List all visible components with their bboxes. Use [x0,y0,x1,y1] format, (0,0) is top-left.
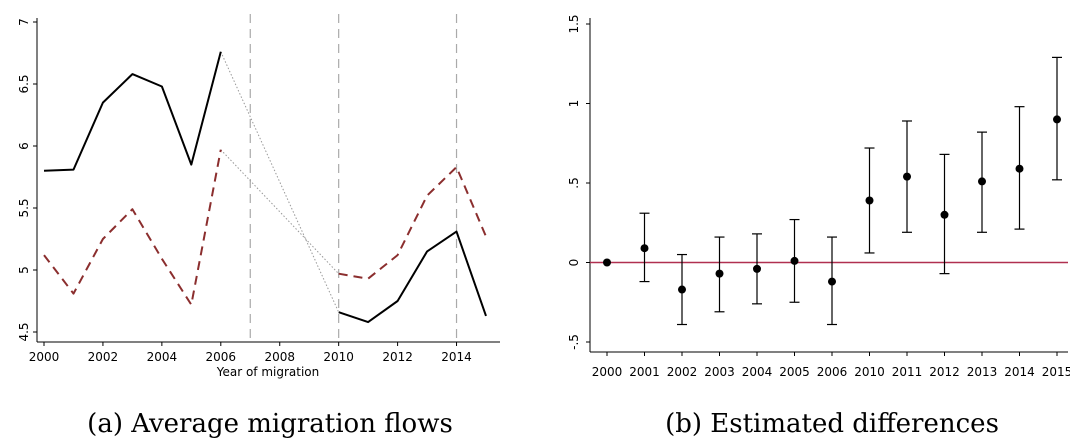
panel-a-reference-lines [249,14,458,342]
point-estimate [1015,164,1024,173]
gap-connector-line [220,149,340,275]
panel-b-x-ticks: 2000 2001 2002 2003 2004 2005 2006 2010 2011 2012… [592,352,1070,379]
x-tick-label: 2012 [382,350,413,364]
point-estimate [865,196,874,205]
dashed-series-line [338,166,487,280]
x-tick-label: 2008 [264,350,295,364]
x-tick-label: 2003 [704,365,735,379]
x-tick-label: 2015 [1042,365,1070,379]
point-estimate [753,264,761,273]
panel-a-x-axis-label: Year of migration [216,365,320,379]
y-tick-label: 7 [17,18,31,26]
dashed-series-line [43,149,222,306]
x-tick-label: 2004 [742,365,773,379]
x-tick-label: 2014 [1004,365,1035,379]
panel-a-caption: (a) Average migration flows [87,409,453,439]
y-tick-label: .5 [567,177,581,188]
point-estimate [1053,115,1061,124]
panel-a-x-ticks: 2000 2002 2004 2006 2008 2010 2012 2014 [29,342,472,364]
x-tick-label: 2014 [441,350,472,364]
x-tick-label: 2012 [929,365,960,379]
x-tick-label: 2000 [592,365,623,379]
x-tick-label: 2010 [854,365,885,379]
y-tick-label: 5 [17,266,31,274]
point-estimate [903,172,911,181]
point-estimate [640,244,649,253]
point-estimate [828,277,836,286]
x-tick-label: 2004 [147,350,178,364]
y-tick-label: 0 [567,259,581,267]
panel-b-points [603,56,1062,326]
x-tick-label: 2001 [629,365,660,379]
x-tick-label: 2002 [667,365,698,379]
point-estimate [678,285,686,294]
panel-a-series [43,51,487,324]
x-tick-label: 2011 [892,365,923,379]
y-tick-label: 6 [17,142,31,150]
gap-connector-line [220,51,340,313]
y-tick-label: -.5 [567,334,581,350]
x-tick-label: 2010 [323,350,354,364]
panel-b-y-ticks: -.5 0 .5 1 1.5 [567,14,590,350]
point-estimate [715,269,724,278]
panel-a-y-ticks: 4.5 5 5.5 6 6.5 7 [17,18,37,342]
x-tick-label: 2013 [967,365,998,379]
x-tick-label: 2002 [88,350,119,364]
solid-series-line [43,51,222,172]
y-tick-label: 1.5 [567,14,581,33]
y-tick-label: 6.5 [17,74,31,93]
point-estimate [978,177,986,186]
x-tick-label: 2006 [817,365,848,379]
y-tick-label: 5.5 [17,198,31,217]
solid-series-line [338,230,487,324]
y-tick-label: 4.5 [17,322,31,341]
x-tick-label: 2006 [206,350,237,364]
point-estimate [940,210,949,219]
point-estimate [790,256,799,265]
panel-b-caption: (b) Estimated differences [665,409,999,439]
x-tick-label: 2000 [29,350,60,364]
panel-a-line-chart: 4.5 5 5.5 6 6.5 7 2000 2002 2004 2006 2008 2010 201… [17,14,500,439]
point-estimate [603,258,611,267]
y-tick-label: 1 [567,100,581,108]
x-tick-label: 2005 [779,365,810,379]
panel-b-errorbar-chart: -.50.511.5 2000 2001 2002 2003 2004 2005 2006 2… [567,14,1070,439]
